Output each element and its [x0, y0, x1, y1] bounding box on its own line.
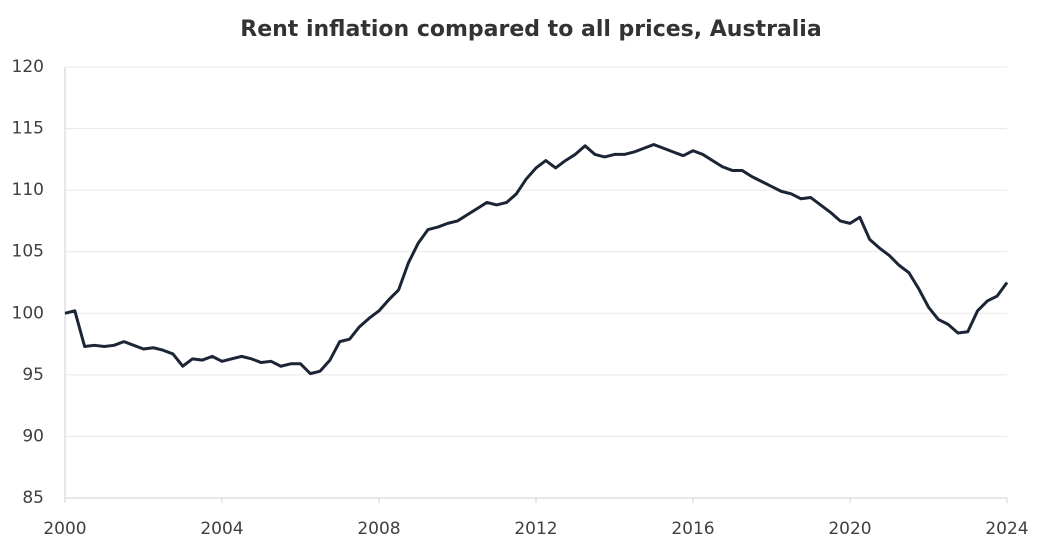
y-tick-label: 100 — [12, 303, 44, 323]
y-tick-label: 85 — [22, 488, 44, 508]
x-tick-label: 2008 — [357, 519, 400, 539]
x-tick-label: 2000 — [43, 519, 86, 539]
y-tick-label: 110 — [12, 180, 44, 200]
x-tick-label: 2020 — [828, 519, 871, 539]
x-tick-label: 2004 — [200, 519, 243, 539]
chart-title: Rent inflation compared to all prices, A… — [240, 17, 821, 42]
y-tick-label: 115 — [12, 119, 44, 139]
line — [64, 143, 1009, 376]
y-tick-label: 105 — [12, 242, 44, 262]
x-tick-label: 2016 — [671, 519, 714, 539]
x-tick-label: 2024 — [985, 519, 1028, 539]
y-tick-label: 90 — [22, 426, 44, 446]
x-tick-label: 2012 — [514, 519, 557, 539]
y-tick-label: 120 — [12, 57, 44, 77]
y-tick-label: 95 — [22, 365, 44, 385]
